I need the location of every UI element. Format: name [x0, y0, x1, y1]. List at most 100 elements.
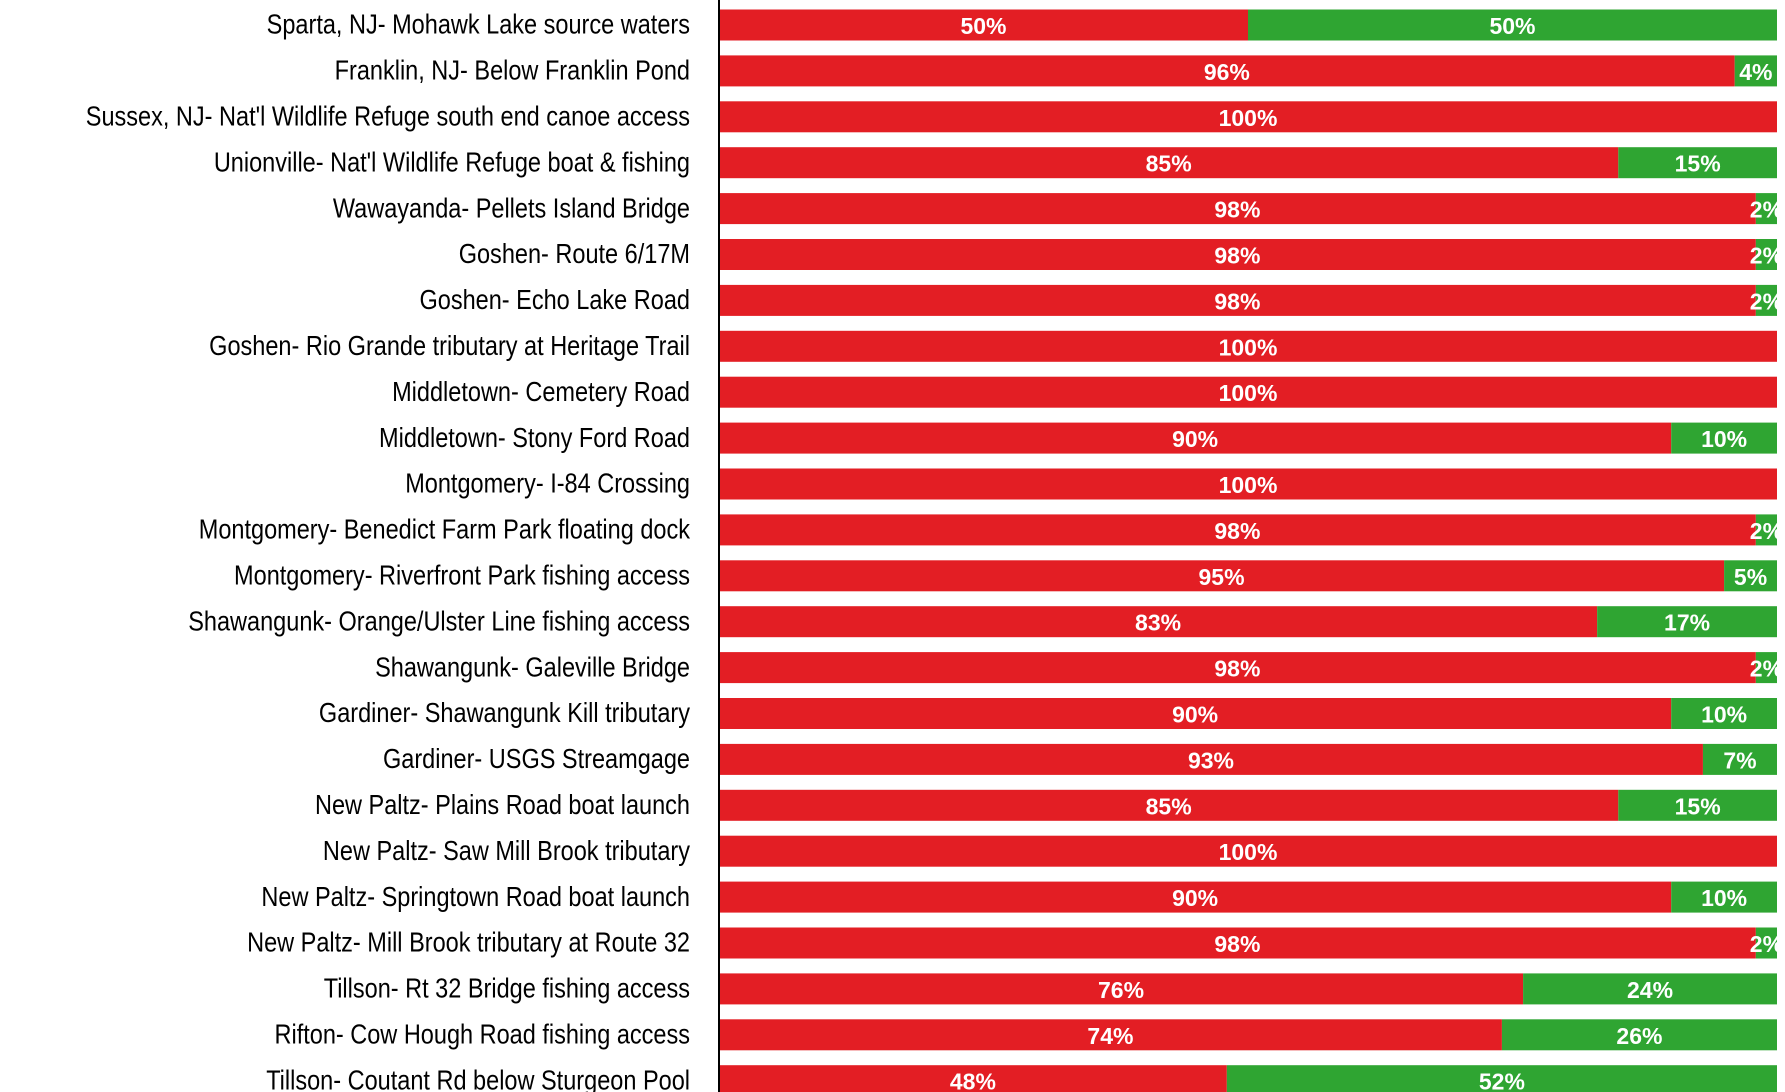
category-labels: Sparta, NJ- Mohawk Lake source waters Fra…: [86, 10, 690, 1092]
bar-segment: [719, 652, 1756, 684]
value-label: 50%: [960, 13, 1006, 39]
value-label: 83%: [1135, 610, 1181, 636]
value-label: 15%: [1675, 151, 1721, 177]
category-label: Goshen- Echo Lake Road: [419, 285, 690, 315]
category-label: Middletown- Stony Ford Road: [379, 423, 690, 453]
bar-segment: [719, 376, 1777, 408]
value-label: 98%: [1214, 931, 1260, 957]
value-label: 15%: [1675, 793, 1721, 819]
category-label: Montgomery- I-84 Crossing: [405, 469, 690, 499]
bar-segment: [719, 1065, 1227, 1092]
bar-segment: [719, 101, 1777, 133]
value-label: 95%: [1199, 564, 1245, 590]
value-label: 100%: [1219, 380, 1278, 406]
bar-segment: [719, 284, 1756, 316]
category-label: New Paltz- Saw Mill Brook tributary: [323, 836, 690, 866]
category-label: Rifton- Cow Hough Road fishing access: [274, 1020, 690, 1050]
value-label: 2%: [1750, 931, 1783, 957]
bars: 50% 50% 96% 4% 100% 85% 15% 98% 2% 98% 2% 98% 2% 100%…: [719, 9, 1783, 1092]
value-label: 76%: [1098, 977, 1144, 1003]
bar-segment: [1755, 652, 1777, 684]
bar-segment: [719, 330, 1777, 362]
value-label: 24%: [1627, 977, 1673, 1003]
bar-segment: [1755, 284, 1777, 316]
value-label: 85%: [1146, 793, 1192, 819]
category-label: Sparta, NJ- Mohawk Lake source waters: [267, 10, 690, 40]
category-label: New Paltz- Mill Brook tributary at Route…: [247, 928, 690, 958]
category-label: Goshen- Route 6/17M: [459, 239, 690, 269]
value-label: 50%: [1489, 13, 1535, 39]
bar-segment: [1724, 560, 1777, 592]
bar-segment: [719, 239, 1756, 270]
category-label: Goshen- Rio Grande tributary at Heritage…: [209, 331, 690, 361]
bar-segment: [1618, 147, 1777, 179]
value-label: 100%: [1219, 839, 1278, 865]
bar-segment: [719, 606, 1598, 638]
category-label: New Paltz- Springtown Road boat launch: [261, 882, 690, 912]
bar-segment: [1226, 1065, 1777, 1092]
category-label: Montgomery- Benedict Farm Park floating …: [199, 515, 690, 545]
value-label: 10%: [1701, 426, 1747, 452]
category-label: Sussex, NJ- Nat'l Wildlife Refuge south …: [86, 102, 690, 132]
bar-segment: [1671, 422, 1777, 454]
category-label: Gardiner- USGS Streamgage: [383, 744, 690, 774]
bar-segment: [719, 9, 1248, 41]
category-label: Tillson- Rt 32 Bridge fishing access: [324, 974, 690, 1004]
value-label: 98%: [1214, 243, 1260, 269]
value-label: 90%: [1172, 885, 1218, 911]
value-label: 93%: [1188, 747, 1234, 773]
bar-segment: [719, 881, 1672, 913]
value-label: 4%: [1739, 59, 1772, 85]
value-label: 100%: [1219, 472, 1278, 498]
category-label: Gardiner- Shawangunk Kill tributary: [319, 698, 690, 728]
value-label: 98%: [1214, 288, 1260, 314]
value-label: 98%: [1214, 656, 1260, 682]
bar-segment: [719, 973, 1524, 1005]
bar-segment: [1755, 514, 1777, 546]
category-label: Montgomery- Riverfront Park fishing acce…: [234, 561, 690, 591]
category-label: Tillson- Coutant Rd below Sturgeon Pool: [266, 1066, 690, 1092]
value-label: 2%: [1750, 243, 1783, 269]
bar-segment: [1755, 239, 1777, 270]
category-label: New Paltz- Plains Road boat launch: [315, 790, 690, 820]
category-label: Shawangunk- Orange/Ulster Line fishing a…: [188, 607, 690, 637]
category-label: Wawayanda- Pellets Island Bridge: [333, 193, 690, 223]
bar-segment: [1671, 881, 1777, 913]
value-label: 10%: [1701, 702, 1747, 728]
category-label: Middletown- Cemetery Road: [392, 377, 690, 407]
value-label: 2%: [1750, 197, 1783, 223]
value-label: 7%: [1723, 747, 1756, 773]
bar-segment: [719, 835, 1777, 867]
value-label: 74%: [1087, 1023, 1133, 1049]
category-label: Unionville- Nat'l Wildlife Refuge boat &…: [214, 148, 690, 178]
value-label: 26%: [1616, 1023, 1662, 1049]
bar-segment: [719, 468, 1777, 500]
bar-segment: [1671, 698, 1777, 729]
value-label: 85%: [1146, 151, 1192, 177]
bar-segment: [719, 927, 1756, 959]
bar-segment: [719, 147, 1619, 179]
value-label: 98%: [1214, 518, 1260, 544]
category-label: Shawangunk- Galeville Bridge: [375, 652, 690, 682]
value-label: 10%: [1701, 885, 1747, 911]
bar-segment: [719, 514, 1756, 546]
bar-segment: [1523, 973, 1777, 1005]
bar-segment: [1734, 55, 1777, 87]
bar-segment: [1702, 743, 1777, 775]
value-label: 52%: [1479, 1069, 1525, 1092]
value-label: 98%: [1214, 197, 1260, 223]
value-label: 100%: [1219, 105, 1278, 131]
bar-segment: [719, 743, 1703, 775]
value-label: 96%: [1204, 59, 1250, 85]
value-label: 90%: [1172, 426, 1218, 452]
value-label: 2%: [1750, 288, 1783, 314]
bar-segment: [719, 422, 1672, 454]
bar-segment: [719, 698, 1672, 729]
value-label: 2%: [1750, 518, 1783, 544]
value-label: 100%: [1219, 334, 1278, 360]
value-label: 2%: [1750, 656, 1783, 682]
value-label: 5%: [1734, 564, 1767, 590]
value-label: 17%: [1664, 610, 1710, 636]
bar-segment: [1501, 1019, 1777, 1051]
